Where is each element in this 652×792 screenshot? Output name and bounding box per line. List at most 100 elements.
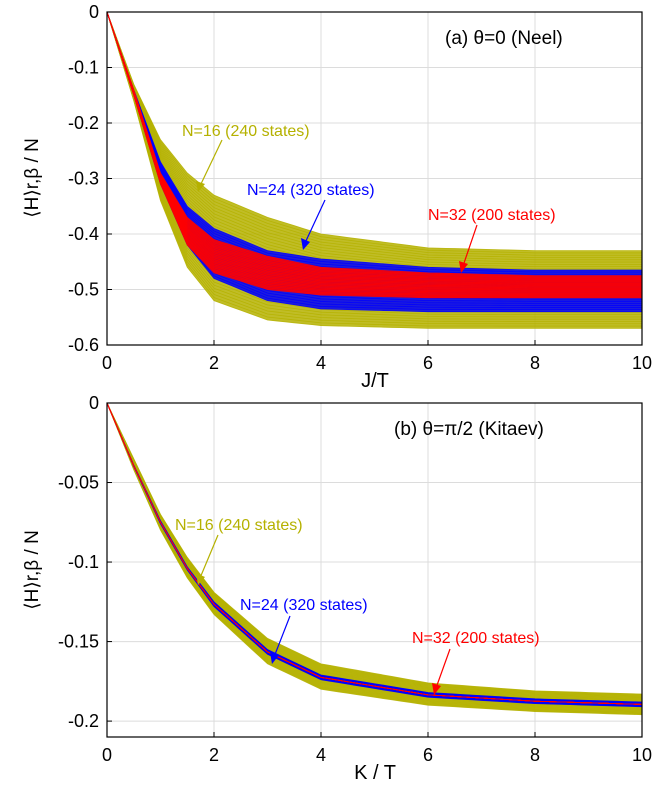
series-line [106,402,643,706]
x-tick-label: 10 [632,353,652,373]
series-line [106,402,643,705]
arrowhead-n32-a [459,261,468,273]
series-line [106,11,642,298]
series-line [106,402,643,704]
series-line [106,402,643,701]
y-tick-label: -0.4 [68,224,99,244]
x-tick-label: 2 [209,353,219,373]
series-line [106,402,643,695]
arrow-n16-a [199,139,223,187]
series-line [106,402,643,715]
series-line [106,11,642,254]
series-line [106,402,643,713]
x-tick-label: 4 [316,745,326,765]
y-tick-label: -0.1 [68,58,99,78]
series-line [106,11,642,299]
series-line [106,11,642,283]
annotation-n16-a: N=16 (240 states) [182,123,310,140]
series-line [106,402,643,704]
series-line [106,11,642,287]
series-line [106,402,643,705]
series-line [106,402,643,707]
series-line [106,402,643,705]
series-line [106,402,643,704]
series-line [106,402,643,700]
y-tick-label: -0.1 [68,552,99,572]
y-tick-label: -0.2 [68,711,99,731]
x-axis-label-a: J/T [361,370,389,392]
series-line [106,402,643,706]
series-line [106,402,643,705]
series-line [106,402,643,705]
series-line [106,11,642,282]
arrowhead-n16-a [196,181,205,192]
series-line [106,402,643,705]
series-line [106,11,642,275]
series-line [106,402,643,705]
series-line [106,402,643,712]
series-line [106,402,643,705]
series-line [106,402,643,701]
series-band [107,403,642,707]
y-axis-label-b: ⟨H⟩r,β / N [22,530,43,610]
series-line [106,402,643,705]
series-line [106,402,643,696]
x-tick-label: 10 [632,745,652,765]
arrow-n32-b [435,648,451,689]
series-line [106,402,643,714]
series-b [106,402,643,716]
series-line [106,402,643,708]
series-line [106,402,643,705]
series-line [106,402,643,709]
series-a [106,11,642,329]
y-tick-label: -0.15 [58,632,99,652]
series-line [106,402,643,716]
series-line [106,11,642,289]
x-tick-label: 8 [530,353,540,373]
series-line [106,402,643,710]
panel-b-title: (b) θ=π/2 (Kitaev) [394,419,544,440]
ticks-b: 0 2 4 6 8 10 0 -0.05 -0.1 -0.15 -0.2 [58,393,652,765]
series-line [106,402,643,707]
series-line [106,402,643,703]
series-line [106,402,643,705]
series-line [106,11,642,288]
series-line [106,402,643,703]
panel-a: 0 2 4 6 8 10 0 -0.1 -0.2 -0.3 -0.4 -0.5 -0.6 (a) θ=0… [22,2,652,392]
x-tick-label: 4 [316,353,326,373]
ticks-a: 0 2 4 6 8 10 0 -0.1 -0.2 -0.3 -0.4 -0.5 -0.6 [68,2,652,373]
series-line [106,11,642,295]
series-line [106,11,642,327]
x-tick-label: 2 [209,745,219,765]
series-line [106,402,643,704]
panel-b: 0 2 4 6 8 10 0 -0.05 -0.1 -0.15 -0.2 (b) θ=π/2 (Ki… [22,393,652,784]
y-tick-label: -0.3 [68,169,99,189]
x-tick-label: 0 [102,353,112,373]
x-tick-label: 0 [102,745,112,765]
series-line [106,11,642,292]
arrowhead-n24-b [270,652,279,664]
series-line [106,11,642,284]
x-tick-label: 6 [423,745,433,765]
annotation-n24-b: N=24 (320 states) [240,597,368,614]
series-line [106,11,642,279]
arrow-n16-b [199,534,219,579]
series-line [106,402,643,708]
series-line [106,402,643,706]
annotation-n32-a: N=32 (200 states) [428,207,556,224]
y-tick-label: 0 [89,2,99,22]
series-line [106,402,643,707]
y-tick-label: -0.05 [58,473,99,493]
series-line [106,11,642,294]
arrow-n24-b [273,615,291,658]
arrowhead-n16-b [196,573,205,585]
y-tick-label: 0 [89,393,99,413]
series-line [106,11,642,322]
series-line [106,402,643,706]
annotation-n16-b: N=16 (240 states) [175,517,303,534]
series-line [106,11,642,293]
series-line [106,402,643,705]
series-line [106,11,642,268]
plot-frame-b [106,402,643,738]
